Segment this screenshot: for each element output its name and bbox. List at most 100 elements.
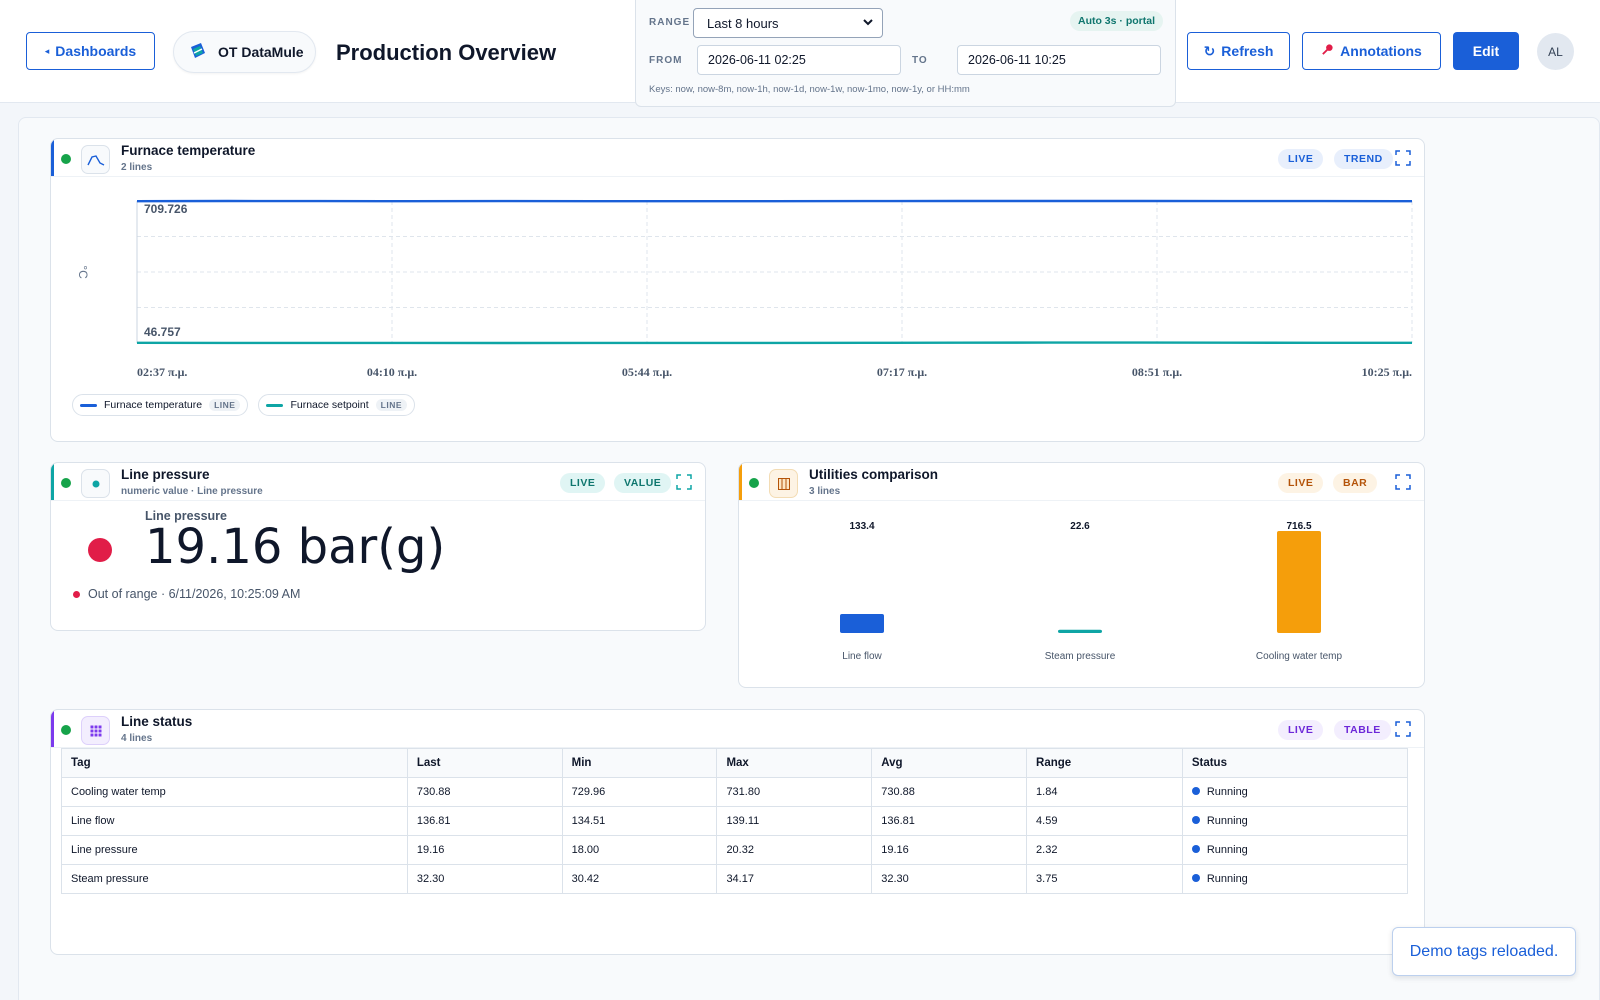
cell-min: 729.96 xyxy=(561,777,718,807)
x-tick-label: 08:51 π.μ. xyxy=(1132,365,1182,379)
cell-last: 19.16 xyxy=(406,835,563,865)
bar-category-label: Steam pressure xyxy=(1045,651,1116,662)
x-tick-label: 07:17 π.μ. xyxy=(877,365,927,379)
type-badge: BAR xyxy=(1333,473,1378,493)
from-date-input[interactable]: 2026-06-11 02:25 xyxy=(697,45,901,75)
annotations-button[interactable]: Annotations xyxy=(1302,32,1441,70)
live-status-dot xyxy=(749,478,759,488)
expand-icon[interactable] xyxy=(1395,150,1411,166)
panel-subtitle: 4 lines xyxy=(121,733,153,744)
grid-icon xyxy=(81,716,110,745)
chart-legend: Furnace temperature LINE Furnace setpoint L… xyxy=(72,394,416,416)
to-label: TO xyxy=(912,55,928,66)
column-header[interactable]: Max xyxy=(716,748,873,778)
range-select[interactable]: Last 8 hours xyxy=(693,8,883,38)
cell-range: 1.84 xyxy=(1026,777,1183,807)
alarm-indicator xyxy=(88,538,112,562)
toast-notification[interactable]: Demo tags reloaded. xyxy=(1392,927,1576,976)
cell-max: 731.80 xyxy=(716,777,873,807)
cell-max: 34.17 xyxy=(716,864,873,894)
panel-line-pressure: Line pressure numeric value · Line press… xyxy=(50,462,706,631)
back-to-dashboards-button[interactable]: ◂ Dashboards xyxy=(26,32,155,70)
bar-value-label: 133.4 xyxy=(849,521,874,532)
bar-icon xyxy=(769,469,798,498)
panel-subtitle: 2 lines xyxy=(121,162,153,173)
to-date-input[interactable]: 2026-06-11 10:25 xyxy=(957,45,1161,75)
bar xyxy=(1277,531,1321,633)
panel-utilities-comparison: Utilities comparison 3 lines LIVE BAR 13… xyxy=(738,462,1425,688)
legend-swatch xyxy=(80,403,97,407)
top-bar: ◂ Dashboards OT DataMule Production Over… xyxy=(0,0,1600,107)
auto-refresh-badge: Auto 3s · portal xyxy=(1069,11,1163,31)
panel-title: Line pressure xyxy=(121,467,210,482)
value-status-text: Out of range · 6/11/2026, 10:25:09 AM xyxy=(88,587,301,601)
status-text: Running xyxy=(1206,815,1248,827)
status-text: Running xyxy=(1206,844,1248,856)
live-status-dot xyxy=(61,478,71,488)
column-header[interactable]: Range xyxy=(1026,748,1183,778)
live-badge: LIVE xyxy=(1278,149,1324,169)
time-range-panel: RANGE Last 8 hours Auto 3s · portal FROM… xyxy=(635,0,1176,107)
bar xyxy=(840,614,884,633)
refresh-button[interactable]: ↻ Refresh xyxy=(1187,32,1290,70)
running-dot xyxy=(1191,845,1200,853)
pushpin-icon xyxy=(1321,43,1334,59)
dot-icon xyxy=(81,469,110,498)
y-min-label: 46.757 xyxy=(144,325,181,339)
panel-accent xyxy=(51,463,54,501)
legend-item[interactable]: Furnace temperature LINE xyxy=(72,394,249,416)
cell-tag: Steam pressure xyxy=(61,864,408,894)
cell-min: 18.00 xyxy=(561,835,718,865)
panel-header: Furnace temperature 2 lines LIVE TREND xyxy=(51,139,1424,177)
legend-label: Furnace setpoint xyxy=(290,399,369,411)
table-row: Cooling water temp 730.88 729.96 731.80 … xyxy=(61,777,1409,807)
status-text: Running xyxy=(1206,873,1248,885)
live-badge: LIVE xyxy=(1278,720,1324,740)
panel-title: Line status xyxy=(121,714,193,729)
expand-icon[interactable] xyxy=(676,474,692,490)
chevron-down-icon xyxy=(862,16,874,31)
legend-swatch xyxy=(266,403,284,407)
live-badge: LIVE xyxy=(560,473,606,493)
expand-icon[interactable] xyxy=(1395,474,1411,490)
avatar[interactable]: AL xyxy=(1537,33,1574,70)
table-header-row: Tag Last Min Max Avg Range Status xyxy=(61,748,1409,778)
cell-min: 134.51 xyxy=(561,806,718,836)
value-status: Out of range · 6/11/2026, 10:25:09 AM xyxy=(73,587,300,601)
cell-last: 730.88 xyxy=(406,777,563,807)
bar xyxy=(1058,629,1102,633)
legend-tag: LINE xyxy=(209,399,241,411)
column-header[interactable]: Last xyxy=(406,748,563,778)
column-header[interactable]: Avg xyxy=(871,748,1028,778)
type-badge: TREND xyxy=(1334,149,1393,169)
legend-item[interactable]: Furnace setpoint LINE xyxy=(258,394,416,416)
running-dot xyxy=(1191,874,1200,882)
brand-name: OT DataMule xyxy=(218,44,304,60)
type-badge: TABLE xyxy=(1334,720,1391,740)
edit-button[interactable]: Edit xyxy=(1453,32,1519,70)
cell-status: Running xyxy=(1181,864,1409,894)
back-button-label: Dashboards xyxy=(55,43,137,59)
panel-title: Utilities comparison xyxy=(809,467,939,482)
brand-pill[interactable]: OT DataMule xyxy=(173,31,316,73)
refresh-button-label: Refresh xyxy=(1221,43,1274,59)
column-header[interactable]: Min xyxy=(561,748,718,778)
column-header[interactable]: Status xyxy=(1181,748,1409,778)
table-row: Steam pressure 32.30 30.42 34.17 32.30 3… xyxy=(61,864,1409,894)
bar-category-label: Line flow xyxy=(842,651,882,662)
expand-icon[interactable] xyxy=(1395,721,1411,737)
legend-tag: LINE xyxy=(375,399,408,411)
range-keys-hint: Keys: now, now-8m, now-1h, now-1d, now-1… xyxy=(649,84,970,95)
table-row: Line flow 136.81 134.51 139.11 136.81 4.… xyxy=(61,806,1409,836)
panel-accent xyxy=(51,139,54,177)
cell-last: 136.81 xyxy=(406,806,563,836)
column-header[interactable]: Tag xyxy=(61,748,408,778)
panel-header: Line status 4 lines LIVE TABLE xyxy=(51,710,1424,748)
brand-logo-icon xyxy=(188,41,208,64)
cell-status: Running xyxy=(1181,835,1409,865)
value-label: Line pressure xyxy=(145,509,227,523)
running-dot xyxy=(1191,816,1200,824)
from-label: FROM xyxy=(649,55,683,66)
live-status-dot xyxy=(61,725,71,735)
cell-max: 139.11 xyxy=(716,806,873,836)
